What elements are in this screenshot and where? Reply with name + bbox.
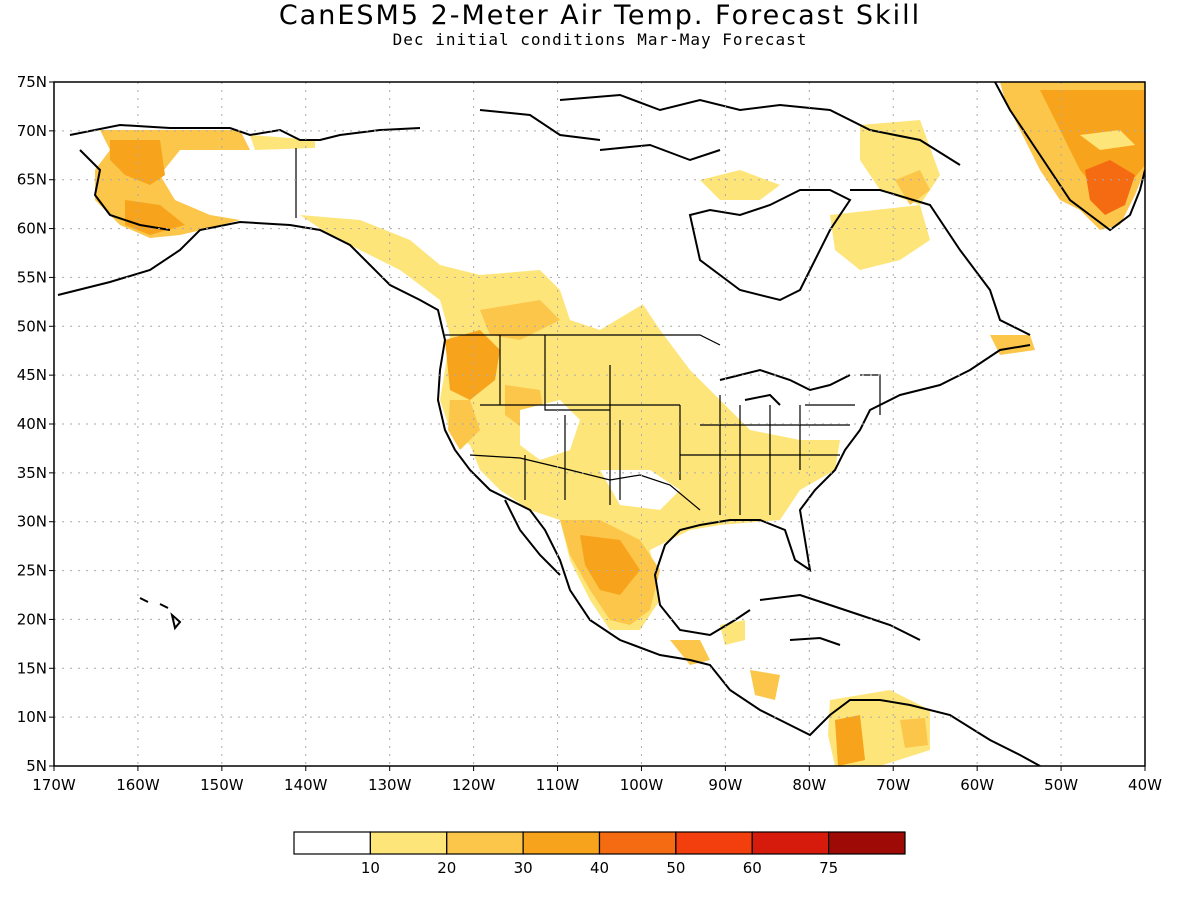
colorbar-swatch	[293, 831, 371, 855]
lat-tick-label: 5N	[26, 757, 47, 775]
colorbar-swatch	[751, 831, 830, 855]
colorbar-swatch	[828, 831, 906, 855]
colorbar-swatch	[522, 831, 601, 855]
lon-tick-label: 60W	[960, 776, 994, 794]
colorbar-label: 10	[361, 859, 380, 877]
lon-tick-label: 40W	[1128, 776, 1162, 794]
lat-tick-label: 25N	[17, 562, 47, 580]
colorbar-label: 20	[437, 859, 456, 877]
lat-tick-label: 10N	[17, 708, 47, 726]
lon-tick-label: 70W	[876, 776, 910, 794]
colorbar-swatch	[446, 831, 524, 855]
map-plot-area	[57, 82, 1145, 766]
lon-tick-label: 100W	[620, 776, 664, 794]
colorbar-swatch	[369, 831, 448, 855]
lon-tick-label: 80W	[792, 776, 826, 794]
skill-shading	[95, 82, 1145, 766]
lat-tick-label: 45N	[17, 366, 47, 384]
colorbar-label: 40	[590, 859, 609, 877]
colorbar-label: 50	[666, 859, 685, 877]
longitude-labels: 170W 160W 150W 140W 130W 120W 110W 100W 90W 80W 70…	[32, 766, 1162, 794]
lat-tick-label: 15N	[17, 659, 47, 677]
lat-tick-label: 55N	[17, 268, 47, 286]
lat-tick-label: 50N	[17, 317, 47, 335]
lon-tick-label: 90W	[708, 776, 742, 794]
map-subtitle: Dec initial conditions Mar-May Forecast	[392, 30, 808, 49]
lat-tick-label: 40N	[17, 415, 47, 433]
lat-tick-label: 35N	[17, 464, 47, 482]
lon-tick-label: 170W	[32, 776, 76, 794]
latitude-labels: 75N 70N 65N 60N 55N 50N 45N 40N 35N 30N 25N 20N 15N 1…	[17, 73, 54, 775]
colorbar-swatch	[675, 831, 753, 855]
lon-tick-label: 160W	[116, 776, 160, 794]
colorbar-label: 75	[819, 859, 838, 877]
lat-tick-label: 65N	[17, 171, 47, 189]
colorbar: 10 20 30 40 50 60 75	[293, 831, 906, 877]
lon-tick-label: 50W	[1044, 776, 1078, 794]
lon-tick-label: 150W	[200, 776, 244, 794]
coastlines	[57, 82, 1145, 766]
lon-tick-label: 120W	[452, 776, 496, 794]
graticule	[54, 82, 1145, 766]
lat-tick-label: 20N	[17, 610, 47, 628]
colorbar-swatch	[598, 831, 677, 855]
lon-tick-label: 110W	[536, 776, 580, 794]
lat-tick-label: 60N	[17, 220, 47, 238]
lat-tick-label: 30N	[17, 513, 47, 531]
lon-tick-label: 130W	[368, 776, 412, 794]
colorbar-label: 60	[743, 859, 762, 877]
map-title: CanESM5 2-Meter Air Temp. Forecast Skill	[278, 0, 922, 31]
lon-tick-label: 140W	[284, 776, 328, 794]
lat-tick-label: 75N	[17, 73, 47, 91]
lat-tick-label: 70N	[17, 122, 47, 140]
colorbar-label: 30	[514, 859, 533, 877]
